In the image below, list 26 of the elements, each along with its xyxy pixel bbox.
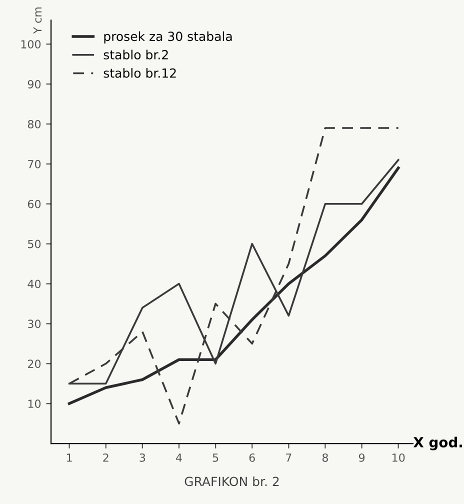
y-tick-label: 100 [21, 40, 41, 49]
y-tick-label: 50 [28, 240, 41, 248]
x-tick-label: 4 [176, 454, 182, 462]
y-tick-label: 30 [28, 320, 41, 328]
y-tick-label: 70 [28, 160, 41, 168]
x-axis-title: X god. [413, 436, 462, 450]
x-tick-label: 3 [140, 453, 146, 462]
x-tick-label: 1 [67, 454, 72, 462]
y-tick-label: 60 [28, 200, 41, 208]
y-tick-label: 20 [28, 360, 41, 368]
x-tick-label: 5 [212, 454, 218, 462]
y-tick-label: 40 [28, 280, 41, 288]
legend-label: stablo br.12 [104, 68, 176, 78]
y-tick-label: 80 [28, 120, 41, 128]
text: GRAFIKON br. 2 [184, 476, 279, 486]
x-tick-label: 9 [358, 453, 365, 462]
y-tick-label: 90 [28, 80, 41, 88]
x-tick-label: 8 [322, 453, 328, 462]
x-tick-label: 10 [392, 453, 405, 462]
legend-label: prosek za 30 stabala [104, 31, 232, 44]
x-tick-label: 7 [286, 454, 292, 462]
y-tick-label: 10 [28, 400, 41, 408]
y-axis-title: Y cm [33, 7, 42, 34]
legend-label: stablo br.2 [104, 50, 168, 60]
x-tick-label: 2 [103, 453, 108, 462]
x-tick-label: 6 [249, 453, 255, 462]
